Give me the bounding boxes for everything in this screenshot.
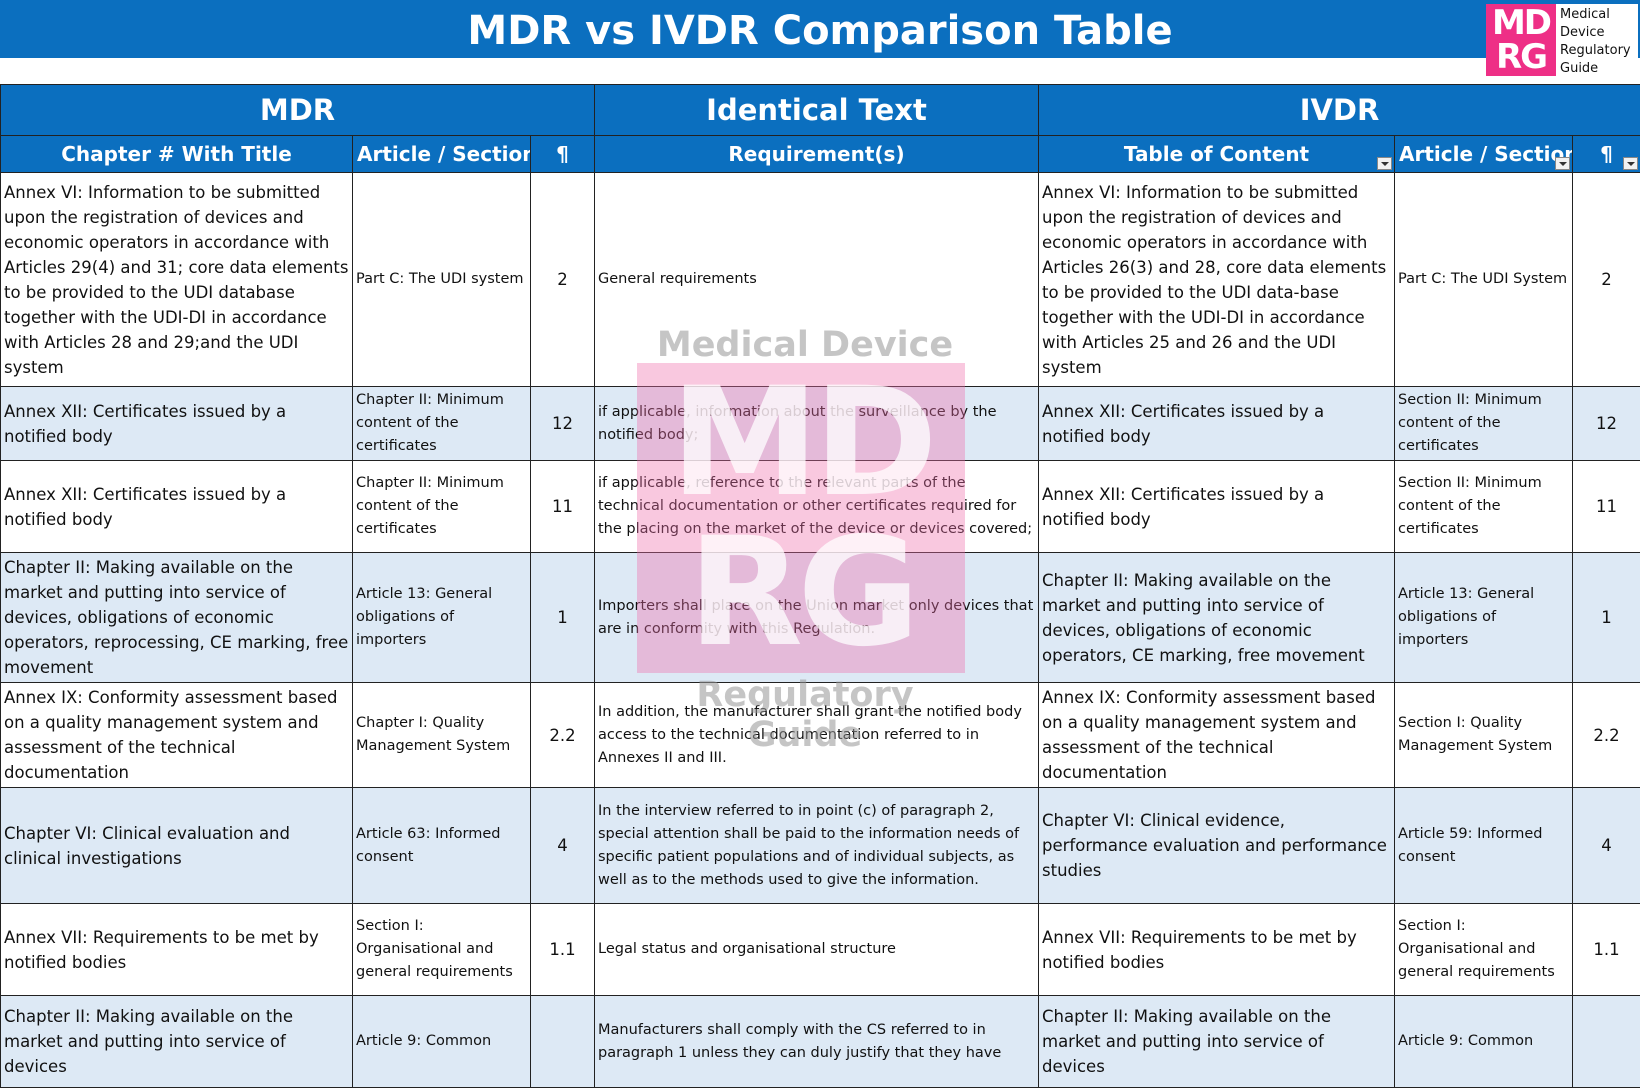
- ivdr-toc-cell: Chapter II: Making available on the mark…: [1039, 553, 1395, 683]
- column-header-mdr-para: ¶: [531, 136, 595, 173]
- table-row: Chapter II: Making available on the mark…: [1, 553, 1640, 683]
- mdr-article-cell: Article 13: General obligations of impor…: [353, 553, 531, 683]
- group-header-identical: Identical Text: [595, 85, 1039, 136]
- ivdr-article-cell: Section I: Organisational and general re…: [1395, 904, 1573, 996]
- table-row: Annex VI: Information to be submitted up…: [1, 173, 1640, 387]
- table-row: Chapter II: Making available on the mark…: [1, 996, 1640, 1088]
- filter-dropdown-icon[interactable]: [1623, 157, 1638, 170]
- column-header-requirement: Requirement(s): [595, 136, 1039, 173]
- group-header-ivdr: IVDR: [1039, 85, 1640, 136]
- mdr-article-cell: Article 63: Informed consent: [353, 788, 531, 904]
- mdr-article-cell: Section I: Organisational and general re…: [353, 904, 531, 996]
- mdr-chapter-cell: Annex VI: Information to be submitted up…: [1, 173, 353, 387]
- mdr-para-cell: 1.1: [531, 904, 595, 996]
- ivdr-toc-cell: Annex VII: Requirements to be met by not…: [1039, 904, 1395, 996]
- ivdr-toc-cell: Chapter II: Making available on the mark…: [1039, 996, 1395, 1088]
- mdr-para-cell: 2: [531, 173, 595, 387]
- mdr-para-cell: 11: [531, 461, 595, 553]
- requirement-cell: Importers shall place on the Union marke…: [595, 553, 1039, 683]
- ivdr-toc-cell: Annex XII: Certificates issued by a noti…: [1039, 387, 1395, 461]
- requirement-cell: Legal status and organisational structur…: [595, 904, 1039, 996]
- mdr-article-cell: Chapter II: Minimum content of the certi…: [353, 387, 531, 461]
- column-header-mdr-article: Article / Section: [353, 136, 531, 173]
- requirement-cell: General requirements: [595, 173, 1039, 387]
- column-header-ivdr-para: ¶: [1573, 136, 1640, 173]
- ivdr-article-cell: Part C: The UDI System: [1395, 173, 1573, 387]
- ivdr-para-cell: 2.2: [1573, 683, 1640, 788]
- mdr-chapter-cell: Chapter II: Making available on the mark…: [1, 996, 353, 1088]
- mdr-chapter-cell: Annex XII: Certificates issued by a noti…: [1, 461, 353, 553]
- requirement-cell: In addition, the manufacturer shall gran…: [595, 683, 1039, 788]
- mdr-article-cell: Chapter I: Quality Management System: [353, 683, 531, 788]
- mdr-chapter-cell: Chapter II: Making available on the mark…: [1, 553, 353, 683]
- column-header-mdr-chapter: Chapter # With Title: [1, 136, 353, 173]
- ivdr-para-cell: 12: [1573, 387, 1640, 461]
- filter-dropdown-icon[interactable]: [1555, 157, 1570, 170]
- logo-mark-icon: MD RG: [1486, 4, 1556, 76]
- mdr-chapter-cell: Annex IX: Conformity assessment based on…: [1, 683, 353, 788]
- table-row: Annex XII: Certificates issued by a noti…: [1, 461, 1640, 553]
- ivdr-para-cell: 4: [1573, 788, 1640, 904]
- ivdr-toc-cell: Annex VI: Information to be submitted up…: [1039, 173, 1395, 387]
- ivdr-article-cell: Article 59: Informed consent: [1395, 788, 1573, 904]
- mdr-para-cell: 2.2: [531, 683, 595, 788]
- brand-logo: MD RG Medical Device Regulatory Guide: [1486, 4, 1638, 76]
- column-header-ivdr-article: Article / Section: [1395, 136, 1573, 173]
- ivdr-para-cell: 11: [1573, 461, 1640, 553]
- ivdr-para-cell: 1.1: [1573, 904, 1640, 996]
- ivdr-article-cell: Article 9: Common: [1395, 996, 1573, 1088]
- table-row: Annex VII: Requirements to be met by not…: [1, 904, 1640, 996]
- ivdr-para-cell: 1: [1573, 553, 1640, 683]
- mdr-article-cell: Article 9: Common: [353, 996, 531, 1088]
- requirement-cell: if applicable, information about the sur…: [595, 387, 1039, 461]
- ivdr-article-cell: Section II: Minimum content of the certi…: [1395, 387, 1573, 461]
- mdr-para-cell: 12: [531, 387, 595, 461]
- mdr-article-cell: Part C: The UDI system: [353, 173, 531, 387]
- requirement-cell: Manufacturers shall comply with the CS r…: [595, 996, 1039, 1088]
- ivdr-article-cell: Article 13: General obligations of impor…: [1395, 553, 1573, 683]
- ivdr-article-cell: Section I: Quality Management System: [1395, 683, 1573, 788]
- requirement-cell: In the interview referred to in point (c…: [595, 788, 1039, 904]
- mdr-para-cell: [531, 996, 595, 1088]
- column-header-ivdr-toc: Table of Content: [1039, 136, 1395, 173]
- ivdr-article-cell: Section II: Minimum content of the certi…: [1395, 461, 1573, 553]
- table-row: Chapter VI: Clinical evaluation and clin…: [1, 788, 1640, 904]
- page-title: MDR vs IVDR Comparison Table: [0, 0, 1640, 60]
- mdr-para-cell: 1: [531, 553, 595, 683]
- mdr-para-cell: 4: [531, 788, 595, 904]
- mdr-article-cell: Chapter II: Minimum content of the certi…: [353, 461, 531, 553]
- filter-dropdown-icon[interactable]: [1377, 157, 1392, 170]
- comparison-table: MDR Identical Text IVDR Chapter # With T…: [0, 84, 1640, 1088]
- mdr-chapter-cell: Annex XII: Certificates issued by a noti…: [1, 387, 353, 461]
- group-header-mdr: MDR: [1, 85, 595, 136]
- requirement-cell: if applicable, reference to the relevant…: [595, 461, 1039, 553]
- ivdr-toc-cell: Annex IX: Conformity assessment based on…: [1039, 683, 1395, 788]
- table-row: Annex XII: Certificates issued by a noti…: [1, 387, 1640, 461]
- mdr-chapter-cell: Annex VII: Requirements to be met by not…: [1, 904, 353, 996]
- table-row: Annex IX: Conformity assessment based on…: [1, 683, 1640, 788]
- ivdr-para-cell: [1573, 996, 1640, 1088]
- logo-text: Medical Device Regulatory Guide: [1556, 4, 1631, 78]
- ivdr-toc-cell: Chapter VI: Clinical evidence, performan…: [1039, 788, 1395, 904]
- mdr-chapter-cell: Chapter VI: Clinical evaluation and clin…: [1, 788, 353, 904]
- ivdr-para-cell: 2: [1573, 173, 1640, 387]
- ivdr-toc-cell: Annex XII: Certificates issued by a noti…: [1039, 461, 1395, 553]
